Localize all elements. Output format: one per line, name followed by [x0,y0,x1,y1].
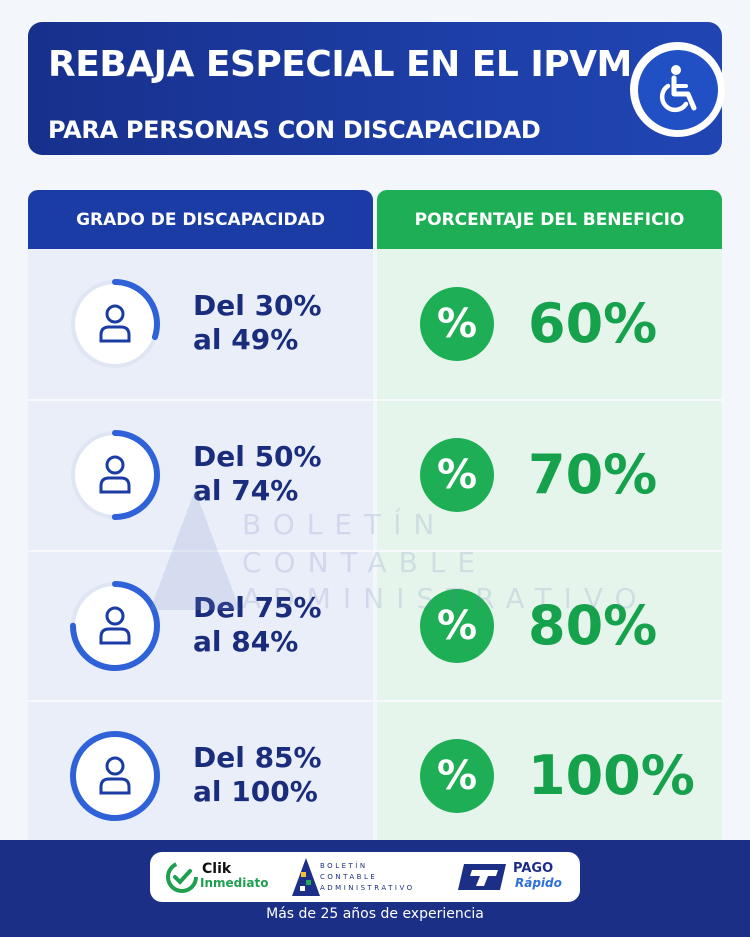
row-divider [28,550,722,552]
percent-icon: % [420,739,494,813]
table-row: Del 85% al 100% % 100% [28,701,722,851]
person-icon [99,756,131,795]
pago-logo-text: PAGO [513,861,554,876]
page-subtitle: PARA PERSONAS CON DISCAPACIDAD [48,116,541,144]
progress-ring [70,430,160,520]
pago-rapido-logo-icon [458,864,506,890]
percent-icon: % [420,438,494,512]
bca-logo-text: BOLETÍN [320,862,368,870]
benefit-value: 80% [528,594,658,657]
progress-ring [70,581,160,671]
benefit-value: 70% [528,443,658,506]
page-title: REBAJA ESPECIAL EN EL IPVM [48,44,632,85]
bca-logo-text: CONTABLE [320,873,378,881]
table-row: Del 30% al 49% % 60% [28,249,722,399]
column-header-benefit: PORCENTAJE DEL BENEFICIO [377,190,722,249]
benefit-value: 60% [528,292,658,355]
grade-range: Del 50% al 74% [193,440,322,507]
column-header-grade: GRADO DE DISCAPACIDAD [28,190,373,249]
progress-ring [70,731,160,821]
grade-range: Del 85% al 100% [193,741,322,808]
wheelchair-icon [659,64,696,112]
person-icon [99,606,131,645]
person-icon [99,455,131,494]
footer-tagline: Más de 25 años de experiencia [266,906,484,922]
bca-logo-text: ADMINISTRATIVO [320,884,415,892]
rapido-logo-text: Rápido [515,876,562,890]
clik-inmediato-logo-icon [166,861,198,893]
table-row: Del 50% al 74% % 70% [28,400,722,550]
benefit-value: 100% [528,744,695,807]
partner-logos: Clik Inmediato BOLETÍN CONTABLE ADMINIST… [150,852,580,902]
person-icon [99,304,131,343]
progress-ring [70,279,160,369]
table-row: Del 75% al 84% % 80% [28,551,722,701]
bca-logo-icon [292,858,320,896]
percent-icon: % [420,589,494,663]
clik-logo-text: Clik [202,861,232,877]
header-banner: REBAJA ESPECIAL EN EL IPVM PARA PERSONAS… [28,22,722,155]
benefit-table: GRADO DE DISCAPACIDAD PORCENTAJE DEL BEN… [28,190,722,840]
inmediato-logo-text: Inmediato [200,876,269,890]
wheelchair-badge [630,42,725,137]
percent-icon: % [420,287,494,361]
row-divider [28,399,722,401]
grade-range: Del 30% al 49% [193,289,322,356]
row-divider [28,700,722,702]
footer: Clik Inmediato BOLETÍN CONTABLE ADMINIST… [0,840,750,937]
grade-range: Del 75% al 84% [193,591,322,658]
